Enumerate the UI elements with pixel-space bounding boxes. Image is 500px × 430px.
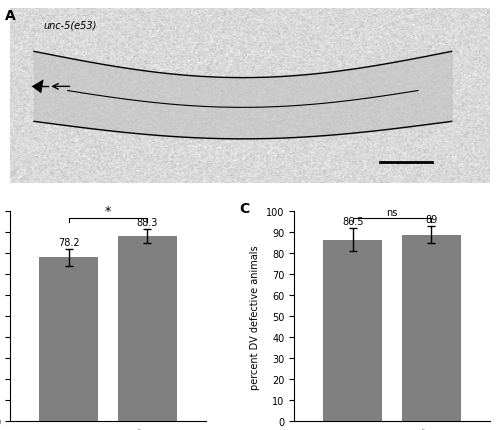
Bar xyxy=(402,235,460,421)
Y-axis label: percent DV defective animals: percent DV defective animals xyxy=(250,245,260,389)
Text: 78.2: 78.2 xyxy=(58,237,80,247)
Text: ns: ns xyxy=(386,207,398,217)
Text: A: A xyxy=(5,9,16,22)
Text: 86.5: 86.5 xyxy=(342,217,363,227)
Bar xyxy=(324,240,382,421)
Bar xyxy=(40,258,98,421)
Text: unc-5(e53): unc-5(e53) xyxy=(44,21,97,31)
Text: 89: 89 xyxy=(425,215,438,224)
Text: C: C xyxy=(239,202,250,215)
Text: *: * xyxy=(105,204,111,217)
Bar xyxy=(118,237,176,421)
Text: 88.3: 88.3 xyxy=(136,217,158,227)
Polygon shape xyxy=(32,80,44,94)
